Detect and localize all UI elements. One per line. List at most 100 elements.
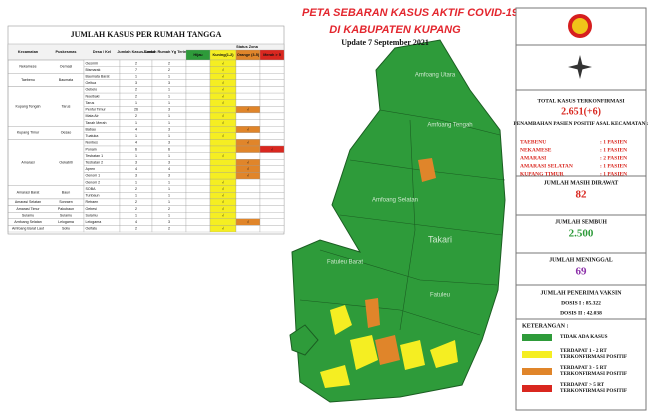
- zone-yellow: [350, 335, 378, 370]
- cell: [235, 145, 261, 153]
- desa: Tunbaun: [86, 194, 100, 198]
- rumah: 1: [168, 114, 170, 118]
- cell: [185, 132, 211, 140]
- added-pasien: : 1 PASIEN: [600, 171, 627, 177]
- kecamatan: Amarasi: [21, 160, 34, 164]
- kecamatan: Amfoang Selatan: [14, 220, 42, 224]
- dirawat-label: JUMLAH MASIH DIRAWAT: [544, 180, 619, 186]
- district-label: Amfoang Tengah: [427, 123, 472, 129]
- legend-text: TERDAPAT 3 - 5 RT: [560, 365, 607, 371]
- puskesmas: Tarus: [62, 104, 71, 108]
- zone-check: √: [222, 61, 224, 65]
- desa: Bismarak: [86, 68, 101, 72]
- zone-check: √: [222, 134, 224, 138]
- zone-name: Merah > 5: [263, 53, 281, 57]
- cell: [185, 205, 211, 213]
- cell: [235, 212, 261, 219]
- cell: [259, 112, 285, 120]
- cell: [235, 178, 261, 186]
- puskesmas: Sulamu: [60, 213, 72, 217]
- cell: [185, 218, 211, 226]
- zone-check: √: [271, 147, 273, 151]
- desa: Babau: [86, 127, 96, 131]
- cell: [259, 66, 285, 74]
- added-pasien: : 1 PASIEN: [600, 147, 627, 153]
- cell: [185, 185, 211, 193]
- kecamatan: Amarasi Selatan: [15, 200, 41, 204]
- rumah: 1: [168, 121, 170, 125]
- desa: Baumata Barat: [86, 74, 110, 78]
- rumah: 1: [168, 187, 170, 191]
- rumah: 2: [168, 207, 170, 211]
- desa: SOBA: [86, 187, 97, 191]
- desa: Nonbes: [86, 141, 99, 145]
- cell: [185, 152, 211, 160]
- kasus: 2: [135, 207, 137, 211]
- kasus: 2: [135, 187, 137, 191]
- added-kecamatan: NEKAMESE: [520, 147, 552, 153]
- cell: [259, 178, 285, 186]
- rumah: 2: [168, 68, 170, 72]
- cell: [259, 205, 285, 213]
- cell: [209, 159, 237, 166]
- column-header: Jumlah Rumah Yg Terinfeksi: [143, 50, 195, 54]
- vaksin-label: JUMLAH PENERIMA VAKSIN: [541, 290, 623, 296]
- zone-name: Kuning(1-2): [212, 53, 234, 57]
- cell: [235, 152, 261, 160]
- zone-check: √: [222, 180, 224, 184]
- rumah: 1: [168, 154, 170, 158]
- zone-check: √: [247, 220, 249, 224]
- rumah: 3: [168, 220, 170, 224]
- district-label: Amfoang Selatan: [372, 198, 418, 204]
- kasus: 7: [135, 68, 137, 72]
- cell: [259, 212, 285, 219]
- cell: [209, 172, 237, 180]
- cell: [259, 218, 285, 226]
- cell: [209, 139, 237, 147]
- cell: [235, 198, 261, 206]
- desa: Mata Air: [86, 114, 100, 118]
- cell: [235, 119, 261, 127]
- zone-check: √: [222, 88, 224, 92]
- desa: Noelbaki: [86, 94, 100, 98]
- cell: [185, 159, 211, 166]
- zone-check: √: [222, 68, 224, 72]
- kasus: 1: [135, 194, 137, 198]
- puskesmas: Soliu: [62, 227, 70, 231]
- cell: [185, 106, 211, 114]
- zone-check: √: [222, 94, 224, 98]
- kasus: 2: [135, 114, 137, 118]
- kasus: 2: [135, 227, 137, 231]
- zone-check: √: [222, 74, 224, 78]
- column-header: Puskesmas: [56, 50, 77, 54]
- kasus: 1: [135, 180, 137, 184]
- rumah: 1: [168, 74, 170, 78]
- rumah: 1: [168, 180, 170, 184]
- cell: [209, 106, 237, 114]
- district-label: Takari: [428, 234, 452, 244]
- kasus: 4: [135, 220, 137, 224]
- desa: Oeltua: [86, 81, 97, 85]
- cell: [259, 198, 285, 206]
- added-kecamatan: AMARASI: [520, 155, 546, 161]
- kasus: 26: [134, 108, 138, 112]
- desa: Oebelo: [86, 88, 98, 92]
- rumah: 1: [168, 200, 170, 204]
- zone-name: Hijau: [193, 53, 203, 57]
- kecamatan: Kupang Tengah: [15, 104, 40, 108]
- added-pasien: : 1 PASIEN: [600, 163, 627, 169]
- zone-orange: [375, 335, 400, 365]
- desa: Oebesi: [86, 207, 98, 211]
- rumah: 1: [168, 94, 170, 98]
- cell: [185, 165, 211, 173]
- cell: [235, 99, 261, 107]
- legend-swatch: [522, 368, 552, 375]
- added-pasien: : 2 PASIEN: [600, 155, 627, 161]
- kasus: 3: [135, 81, 137, 85]
- cell: [185, 119, 211, 127]
- column-header: Jumlah Kasus Covid: [117, 50, 155, 54]
- kasus: 1: [135, 134, 137, 138]
- cell: [259, 119, 285, 127]
- kasus: 4: [135, 127, 137, 131]
- desa: Tanah Merah: [86, 121, 107, 125]
